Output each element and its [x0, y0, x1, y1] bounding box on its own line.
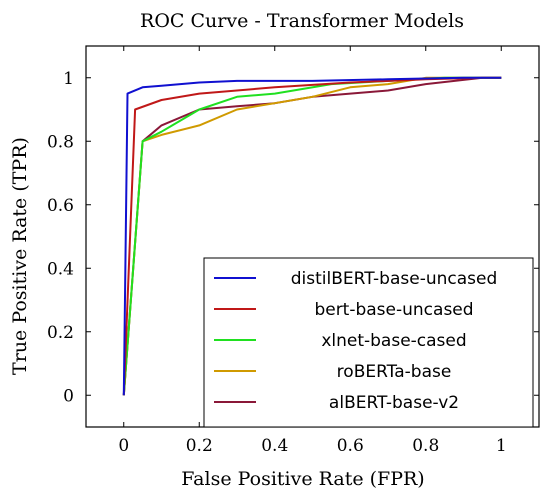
y-tick-label-0: 0: [63, 386, 74, 406]
legend-label-1: bert-base-uncased: [314, 300, 473, 320]
legend-label-4: alBERT-base-v2: [329, 393, 459, 413]
legend-label-2: xlnet-base-cased: [321, 331, 466, 351]
y-axis-title: True Positive Rate (TPR): [9, 137, 31, 375]
series-line-distilbert-base-uncased: [122, 76, 502, 396]
y-tick-label-2: 0.4: [47, 259, 74, 279]
series-line-roberta-base: [122, 76, 502, 396]
series-layer: [122, 76, 502, 396]
y-tick-label-3: 0.6: [47, 196, 74, 216]
x-tick-label-1: 0.2: [186, 436, 213, 456]
y-tick-label-4: 0.8: [47, 132, 74, 152]
x-tick-label-4: 0.8: [412, 436, 439, 456]
legend-label-0: distilBERT-base-uncased: [291, 269, 498, 289]
x-axis-title: False Positive Rate (FPR): [181, 468, 424, 490]
chart-title: ROC Curve - Transformer Models: [140, 10, 464, 32]
x-tick-label-3: 0.6: [337, 436, 364, 456]
x-tick-label-5: 1: [496, 436, 507, 456]
legend-box: [203, 257, 534, 428]
legend: distilBERT-base-uncased bert-base-uncased…: [203, 257, 534, 428]
x-tick-label-0: 0: [118, 436, 129, 456]
y-tick-label-5: 1: [63, 69, 74, 89]
legend-label-3: roBERTa-base: [337, 362, 452, 382]
ticks-layer: 0 0.2 0.4 0.6 0.8 1 0 0.2 0.4 0.6 0.8 1: [47, 46, 539, 456]
y-tick-label-1: 0.2: [47, 323, 74, 343]
x-tick-label-2: 0.4: [261, 436, 288, 456]
